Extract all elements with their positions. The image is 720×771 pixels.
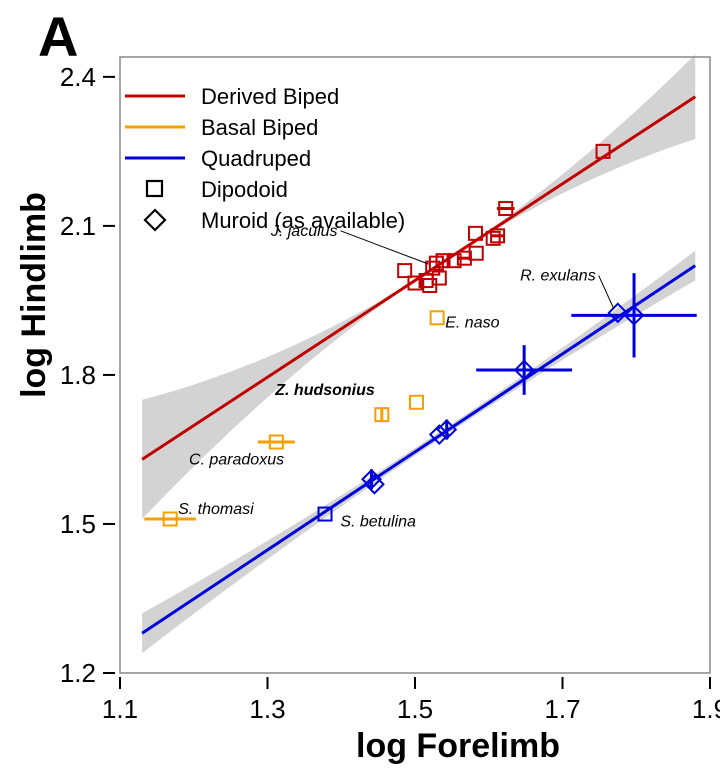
point-derived-square	[397, 263, 413, 279]
point-quad-diamond	[361, 468, 382, 490]
point-derived-square	[422, 278, 438, 294]
point-derived-square	[485, 230, 501, 246]
x-tick-label: 1.7	[544, 694, 580, 724]
legend-label: Dipodoid	[201, 177, 288, 202]
y-axis-title: log Hindlimb	[15, 192, 53, 398]
y-tick-label: 1.5	[60, 509, 96, 539]
axes: 1.1 1.3 1.5 1.7 1.9 1.2 1.5 1.8 2.1 2.4	[60, 62, 720, 724]
x-tick-label: 1.3	[249, 694, 285, 724]
species-label: R. exulans	[520, 268, 596, 285]
point-basal-square	[162, 511, 178, 527]
plot-frame	[119, 56, 711, 674]
species-label: Z. hudsonius	[274, 382, 375, 399]
annotation-leader	[598, 275, 615, 310]
species-label: C. paradoxus	[189, 451, 284, 468]
point-quad-diamond	[513, 359, 535, 381]
x-axis-title: log Forelimb	[356, 727, 560, 765]
species-label: J. jaculus	[270, 223, 338, 240]
point-quad-diamond	[623, 304, 645, 326]
legend: Derived Biped Basal Biped Quadruped Dipodoi…	[125, 84, 405, 233]
legend-label: Quadruped	[201, 146, 311, 171]
point-derived-square	[456, 250, 472, 266]
legend-label: Derived Biped	[201, 84, 339, 109]
point-derived-square	[595, 143, 611, 159]
species-label: S. thomasi	[178, 501, 254, 518]
confidence-band-quad	[142, 250, 696, 654]
point-derived-square	[467, 225, 483, 241]
y-tick-label: 2.4	[60, 62, 96, 92]
legend-square-swatch	[145, 179, 164, 198]
annotation-leader	[340, 230, 429, 265]
point-quad-square	[317, 506, 333, 522]
y-tick-label: 2.1	[60, 211, 96, 241]
point-derived-square	[428, 255, 444, 271]
point-basal-square	[374, 407, 390, 423]
y-tick-label: 1.8	[60, 360, 96, 390]
x-tick-label: 1.5	[397, 694, 433, 724]
confidence-bands	[142, 54, 696, 654]
point-derived-square	[446, 253, 462, 269]
species-label: E. naso	[445, 315, 499, 332]
point-basal-square	[429, 310, 445, 326]
point-derived-square	[468, 245, 484, 261]
point-quad-diamond	[364, 473, 385, 495]
y-tick-label: 1.2	[60, 658, 96, 688]
point-derived-square	[418, 273, 434, 289]
point-basal-square	[408, 394, 424, 410]
point-derived-square	[407, 275, 423, 291]
point-quad-diamond	[428, 424, 450, 445]
legend-label: Basal Biped	[201, 115, 318, 140]
data-points	[144, 143, 697, 527]
point-derived-square	[498, 201, 514, 217]
x-tick-label: 1.1	[102, 694, 138, 724]
legend-label: Muroid (as available)	[201, 208, 405, 233]
species-label: S. betulina	[340, 513, 416, 530]
point-basal-square	[268, 434, 284, 450]
panel-label: A	[38, 5, 78, 68]
point-quad-diamond	[607, 302, 629, 324]
x-tick-label: 1.9	[692, 694, 720, 724]
point-derived-square	[490, 228, 506, 244]
species-annotations: J. jaculus R. exulans E. naso Z. hudsonius C…	[178, 223, 615, 530]
legend-diamond-swatch	[143, 208, 167, 232]
fit-line-quad	[141, 264, 697, 635]
